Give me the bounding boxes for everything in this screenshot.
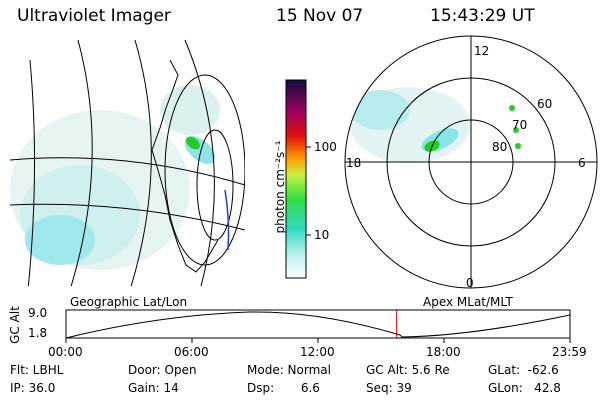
xtick-2359: 23:59 (552, 345, 587, 359)
xtick-0600: 06:00 (174, 345, 209, 359)
glon-readout: GLon: 42.8 (488, 381, 561, 395)
colorbar-tick-10: 10 (314, 228, 330, 242)
mlat-label-70: 70 (512, 118, 528, 132)
mlat-label-80: 80 (492, 140, 508, 154)
apex-label: Apex MLat/MLT (423, 295, 513, 309)
altitude-curve (65, 311, 571, 339)
date-label: 15 Nov 07 (276, 6, 364, 26)
time-label: 15:43:29 UT (430, 6, 535, 26)
door-readout: Door: Open (128, 363, 197, 377)
gain-readout: Gain: 14 (128, 381, 179, 395)
geographic-image (10, 39, 245, 286)
ip-readout: IP: 36.0 (10, 381, 56, 395)
dsp-readout: Dsp: 6.6 (247, 381, 320, 395)
altitude-ylabel: GC Alt (8, 306, 22, 344)
colorbar-label: photon cm⁻²s⁻¹ (273, 140, 287, 234)
mlt-label-18: 18 (346, 156, 362, 170)
mlt-label-6: 6 (578, 156, 586, 170)
xtick-1800: 18:00 (426, 345, 461, 359)
xtick-1200: 12:00 (300, 345, 335, 359)
filter-readout: Flt: LBHL (10, 363, 64, 377)
geographic-label: Geographic Lat/Lon (70, 295, 188, 309)
colorbar (285, 79, 307, 279)
instrument-title: Ultraviolet Imager (17, 6, 171, 26)
mlt-label-12: 12 (474, 44, 490, 58)
glat-readout: GLat: -62.6 (488, 363, 559, 377)
mode-readout: Mode: Normal (247, 363, 331, 377)
polar-plot (344, 35, 598, 289)
xtick-0000: 00:00 (48, 345, 83, 359)
mlat-label-60: 60 (537, 97, 553, 111)
altitude-plot (65, 309, 571, 343)
altitude-ytick-low: 1.8 (28, 326, 48, 340)
gc-alt-readout: GC Alt: 5.6 Re (366, 363, 450, 377)
seq-readout: Seq: 39 (366, 381, 412, 395)
coastline-icon (151, 59, 219, 273)
altitude-ytick-high: 9.0 (28, 306, 48, 320)
colorbar-tick-100: 100 (314, 140, 337, 154)
mlt-label-0: 0 (466, 276, 474, 290)
